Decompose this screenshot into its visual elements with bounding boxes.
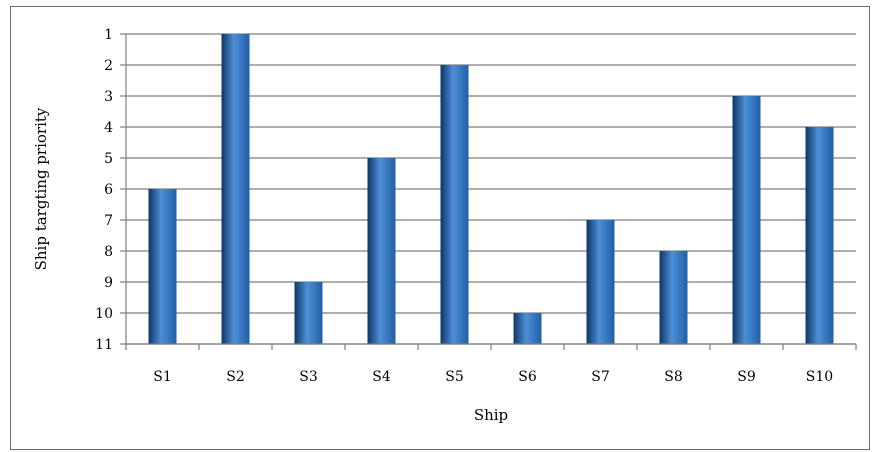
y-tick-label: 4 <box>104 120 113 136</box>
y-tick-label: 11 <box>95 337 113 353</box>
y-tick-label: 8 <box>104 244 113 260</box>
bar-s1 <box>148 189 177 344</box>
x-tick-label: S5 <box>445 369 464 385</box>
bars <box>148 34 834 344</box>
x-tick-label: S8 <box>664 369 683 385</box>
y-tick-label: 3 <box>104 89 113 105</box>
x-tick-label: S1 <box>153 369 172 385</box>
y-axis-title: Ship targting priority <box>32 107 50 270</box>
y-tick-labels: 1 2 3 4 5 6 7 8 9 10 11 <box>95 27 113 353</box>
y-tick-label: 2 <box>104 58 113 74</box>
x-tick-label: S2 <box>226 369 245 385</box>
x-tick-label: S10 <box>806 369 833 385</box>
x-tick-label: S3 <box>299 369 318 385</box>
y-tick-label: 6 <box>104 182 113 198</box>
bar-s3 <box>294 282 323 344</box>
bar-s5 <box>440 65 469 344</box>
x-tick-labels: S1 S2 S3 S4 S5 S6 S7 S8 S9 S10 <box>153 369 833 385</box>
bar-s7 <box>586 220 615 344</box>
y-tick-label: 10 <box>95 306 113 322</box>
y-tick-label: 7 <box>104 213 113 229</box>
x-tick-label: S4 <box>372 369 391 385</box>
bar-s4 <box>367 158 396 344</box>
y-tick-label: 9 <box>104 275 113 291</box>
y-tick-label: 5 <box>104 151 113 167</box>
x-tick-label: S7 <box>591 369 610 385</box>
bar-s8 <box>659 251 688 344</box>
bar-s10 <box>805 127 834 344</box>
bar-s6 <box>513 313 542 344</box>
x-tick-label: S9 <box>737 369 756 385</box>
y-tick-label: 1 <box>104 27 113 43</box>
x-tick-label: S6 <box>518 369 537 385</box>
bar-s2 <box>221 34 250 344</box>
bar-s9 <box>732 96 761 344</box>
x-axis-title: Ship <box>474 406 508 424</box>
axes <box>125 34 857 350</box>
